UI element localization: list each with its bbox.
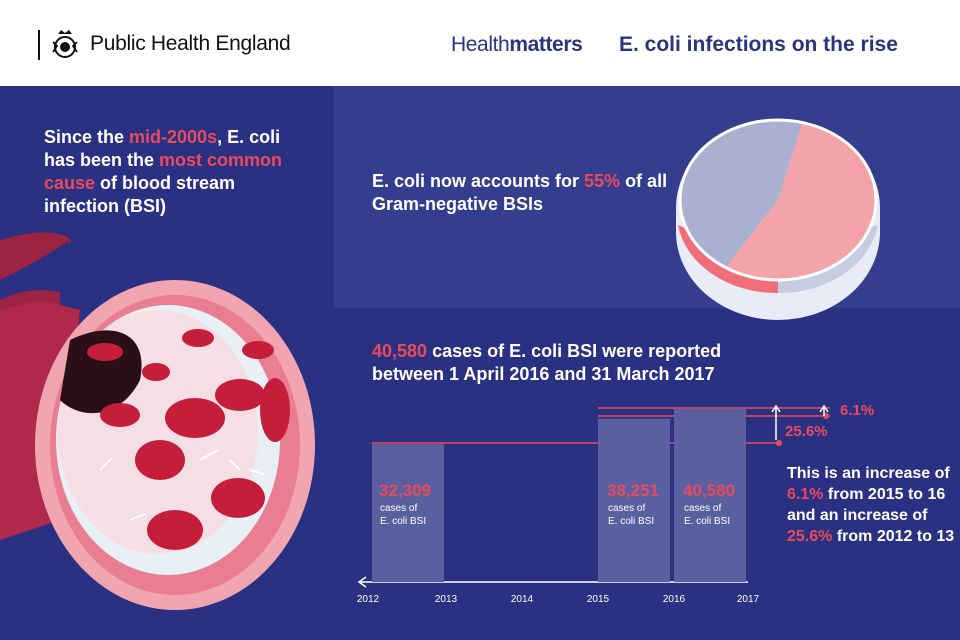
logo-divider (38, 30, 40, 60)
arrow-25-6-head (771, 404, 781, 413)
blood-vessel-illustration (0, 232, 315, 610)
bar-2 (674, 408, 746, 582)
left-panel: Since the mid-2000s, E. coli has been th… (0, 86, 332, 640)
bar-sub-2012: cases of E. coli BSI (380, 503, 427, 527)
bar-value-2015: 38,251 (607, 481, 659, 500)
bar-1 (598, 418, 670, 582)
left-statement: Since the mid-2000s, E. coli has been th… (44, 127, 283, 216)
header: Public Health England Healthmatters E. c… (0, 0, 960, 86)
share-statement: E. coli now accounts for 55% of all Gram… (372, 171, 668, 214)
arrow-6-1-head (819, 404, 829, 413)
x-tick-2016: 2016 (662, 594, 686, 605)
brand-title: Healthmatters (451, 33, 583, 56)
bar-0 (372, 444, 444, 582)
x-axis-arrow-icon (357, 576, 367, 588)
cases-statement: 40,580 cases of E. coli BSI were reporte… (372, 341, 722, 384)
x-tick-2014: 2014 (510, 594, 534, 605)
increase-label-25-6: 25.6% (785, 423, 828, 440)
increase-label-6-1: 6.1% (840, 402, 875, 419)
increase-statement: This is an increase of 6.1% from 2015 to… (787, 465, 955, 545)
x-tick-2015: 2015 (586, 594, 610, 605)
pie-rim (678, 118, 878, 282)
bar-sub-2016: cases of E. coli BSI (684, 503, 731, 527)
bar-sub-2015: cases of E. coli BSI (608, 503, 655, 527)
page-title: E. coli infections on the rise (619, 33, 898, 56)
org-name: Public Health England (90, 32, 291, 55)
royal-crest-icon (52, 30, 78, 58)
x-tick-2013: 2013 (434, 594, 458, 605)
pie-slice-1 (679, 119, 803, 268)
pie-slice-0 (725, 122, 876, 281)
x-tick-2012: 2012 (356, 594, 380, 605)
bar-value-2016: 40,580 (683, 481, 735, 500)
bar-value-2012: 32,309 (379, 481, 431, 500)
marker-a (776, 440, 782, 446)
x-tick-2017: 2017 (736, 594, 760, 605)
